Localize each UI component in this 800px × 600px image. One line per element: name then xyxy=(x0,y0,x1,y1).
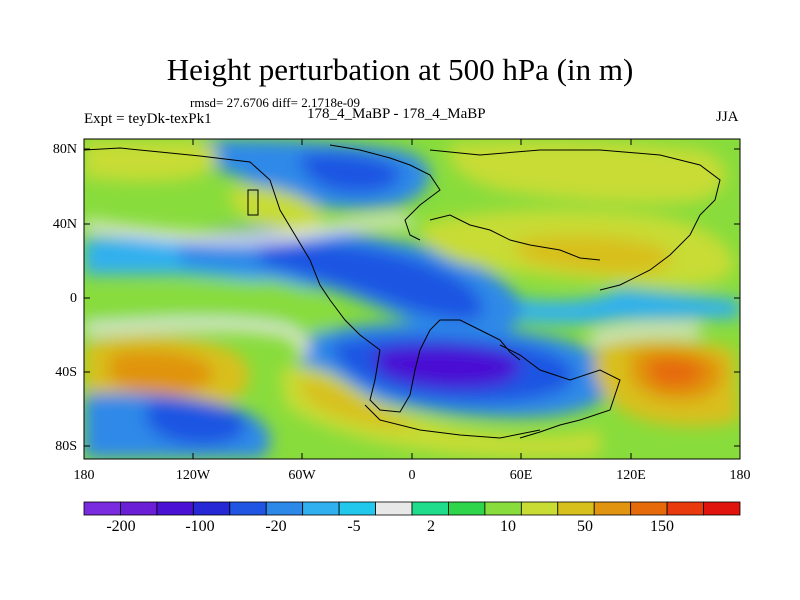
colorbar-swatch xyxy=(83,501,121,516)
lat-ticks xyxy=(84,148,740,447)
colorbar-swatch xyxy=(448,501,486,516)
colorbar-label: -5 xyxy=(347,518,360,535)
lat-label: 80S xyxy=(55,439,77,454)
colorbar-label: 10 xyxy=(500,518,516,535)
contour-field xyxy=(84,139,740,459)
north-atlantic-low-inner xyxy=(300,153,401,193)
africa-australia-coast xyxy=(499,344,621,439)
south-america-coast xyxy=(369,319,521,413)
colorbar-swatch xyxy=(229,501,267,516)
colorbar-swatch xyxy=(630,501,668,516)
stats-label: rmsd= 27.6706 diff= 2.1718e-09 xyxy=(190,95,361,110)
colorbar-swatch xyxy=(338,501,376,516)
colorbar-label: -20 xyxy=(265,518,286,535)
island-outline xyxy=(247,189,259,216)
north-america-low-inner xyxy=(260,243,483,320)
lat-label: 40S xyxy=(55,365,77,380)
south-atlantic-high-outer xyxy=(280,365,600,458)
antarctic-low-inner xyxy=(145,399,246,445)
lat-label: 40N xyxy=(53,217,77,232)
lon-label: 120E xyxy=(616,468,646,483)
lon-label: 0 xyxy=(409,468,416,483)
antarctic-coast xyxy=(364,404,541,439)
north-atlantic-coast xyxy=(329,144,441,241)
colorbar-swatch xyxy=(265,501,304,516)
comparison-label: 178_4_MaBP - 178_4_MaBP xyxy=(307,106,486,122)
lon-label: 60E xyxy=(510,468,533,483)
south-pacific-high-inner xyxy=(108,350,214,396)
season-label: JJA xyxy=(716,109,739,125)
lon-label: 60W xyxy=(288,468,316,483)
arctic-high xyxy=(84,141,219,182)
colorbar-swatch xyxy=(411,501,449,516)
east-pacific-green xyxy=(84,279,330,332)
eurasia-coast xyxy=(429,149,721,291)
lon-ticks xyxy=(83,139,632,459)
colorbar-label: 2 xyxy=(427,518,435,535)
colorbar xyxy=(83,501,741,516)
americas-west-coast xyxy=(84,147,381,351)
asia-south-coast xyxy=(429,214,601,261)
colorbar-swatch xyxy=(120,501,158,516)
lon-label: 180 xyxy=(74,468,95,483)
lat-label: 0 xyxy=(70,291,77,306)
east-pacific-high xyxy=(229,186,322,231)
colorbar-swatch xyxy=(302,501,340,516)
zero-band-1 xyxy=(84,216,411,245)
zero-band-3 xyxy=(588,324,701,345)
colorbar-swatch xyxy=(703,501,741,516)
asia-high-inner xyxy=(515,235,671,275)
colorbar-swatch xyxy=(666,501,704,516)
coastlines xyxy=(84,144,721,439)
south-indian-high-core xyxy=(648,356,705,388)
lat-label: 80N xyxy=(53,142,77,157)
lon-label: 180 xyxy=(730,468,751,483)
colorbar-swatch xyxy=(520,501,559,516)
colorbar-label: 150 xyxy=(650,518,674,535)
southern-low-core xyxy=(373,345,521,389)
lon-label: 120W xyxy=(176,468,211,483)
zero-band-2 xyxy=(84,319,309,359)
colorbar-swatch xyxy=(484,501,522,516)
colorbar-swatch xyxy=(156,501,194,516)
arctic-asia-high xyxy=(449,140,727,204)
experiment-label: Expt = teyDk-texPk1 xyxy=(84,111,212,127)
colorbar-swatch xyxy=(593,501,632,516)
figure-title: Height perturbation at 500 hPa (in m) xyxy=(166,52,634,87)
colorbar-label: 50 xyxy=(577,518,593,535)
colorbar-swatch xyxy=(375,501,413,516)
colorbar-swatch xyxy=(557,501,595,516)
colorbar-swatch xyxy=(192,501,231,516)
colorbar-label: -200 xyxy=(106,518,135,535)
south-atlantic-high-inner xyxy=(299,378,420,428)
colorbar-label: -100 xyxy=(185,518,214,535)
